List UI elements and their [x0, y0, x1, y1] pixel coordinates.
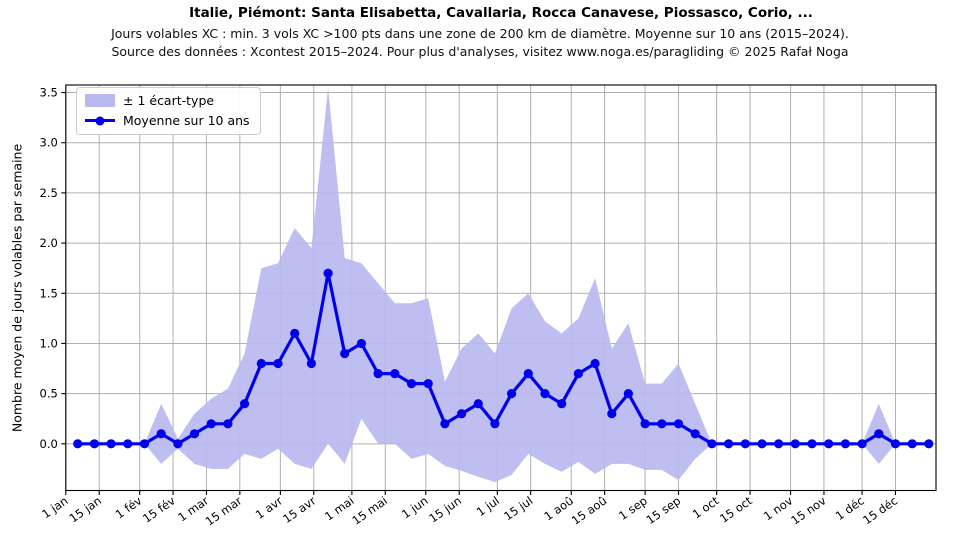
data-point [457, 409, 467, 419]
data-point [507, 389, 517, 399]
chart-subtitle-source: Source des données : Xcontest 2015–2024.… [111, 44, 849, 59]
y-tick-labels: 0.0 0.5 1.0 1.5 2.0 2.5 3.0 3.5 [40, 86, 58, 451]
data-point [924, 439, 934, 449]
x-tick-label: 1 jan [39, 493, 70, 521]
data-point [824, 439, 834, 449]
x-tick-label: 15 fév [140, 493, 178, 525]
legend-item-mean: Moyenne sur 10 ans [85, 113, 250, 128]
data-point [290, 328, 300, 338]
data-point [607, 409, 617, 419]
x-tick-label: 15 jan [67, 493, 104, 525]
x-tick-label: 15 avr [280, 493, 318, 526]
data-point [323, 268, 333, 278]
data-point [657, 419, 667, 429]
x-tick-label: 1 oct [690, 493, 722, 521]
x-tick-label: 15 aoû [569, 493, 610, 527]
data-point [73, 439, 83, 449]
data-point [857, 439, 867, 449]
x-tick-label: 15 nov [788, 493, 828, 527]
data-point [273, 358, 283, 369]
std-band [77, 87, 929, 482]
x-tick-label: 1 jul [474, 493, 502, 519]
x-tick-label: 15 sep [644, 493, 684, 527]
x-tick-label: 1 fév [113, 493, 145, 521]
data-point [106, 439, 116, 449]
data-point [807, 439, 817, 449]
x-tick-label: 1 jun [399, 493, 431, 521]
y-tick-label: 1.5 [40, 286, 58, 300]
data-point [306, 358, 316, 369]
data-point [173, 439, 183, 449]
data-point [473, 399, 483, 409]
x-tick-label: 15 oct [717, 493, 755, 525]
data-point [673, 419, 684, 429]
y-tick-label: 1.0 [40, 337, 58, 351]
mean-marker-icon [95, 116, 105, 125]
y-ticks [61, 91, 66, 445]
data-point [523, 369, 533, 379]
data-point [340, 348, 350, 359]
data-point [690, 429, 700, 439]
data-point [406, 379, 417, 389]
data-point [557, 399, 567, 409]
legend-label-mean: Moyenne sur 10 ans [123, 113, 250, 128]
data-point [89, 439, 99, 449]
axes-spines [65, 84, 937, 492]
x-ticks [65, 490, 897, 495]
data-point [256, 358, 266, 369]
x-tick-label: 15 jul [501, 493, 535, 523]
data-point [440, 419, 450, 429]
chart-title: Italie, Piémont: Santa Elisabetta, Caval… [189, 5, 813, 21]
chart-subtitle-definition: Jours volables XC : min. 3 vols XC >100 … [111, 26, 849, 41]
data-point [373, 369, 383, 379]
data-point [390, 369, 400, 379]
data-point [189, 429, 200, 439]
y-tick-label: 3.0 [40, 136, 58, 150]
legend: ± 1 écart-type Moyenne sur 10 ans [76, 87, 261, 135]
data-point [907, 439, 917, 449]
x-tick-label: 15 mar [203, 493, 245, 528]
data-point [240, 399, 250, 409]
y-tick-label: 2.5 [40, 186, 58, 200]
y-tick-label: 0.0 [40, 437, 58, 451]
data-point [840, 439, 851, 449]
x-tick-label: 15 jun [426, 493, 464, 525]
data-point [223, 419, 233, 429]
y-tick-label: 3.5 [40, 86, 58, 100]
x-tick-label: 1 avr [253, 493, 285, 522]
data-point [490, 419, 500, 429]
data-point [890, 439, 901, 449]
y-tick-label: 2.0 [40, 236, 58, 250]
mean-data-points [73, 268, 934, 449]
data-point [740, 439, 750, 449]
x-tick-label: 15 mai [349, 493, 390, 527]
data-point [423, 379, 433, 389]
data-point [623, 389, 634, 399]
data-point [206, 419, 216, 429]
data-point [573, 369, 584, 379]
legend-item-std-band: ± 1 écart-type [85, 93, 250, 108]
legend-label-std-band: ± 1 écart-type [123, 93, 215, 108]
data-point [707, 439, 717, 449]
data-point [123, 439, 133, 449]
data-point [540, 389, 550, 399]
data-point [640, 419, 650, 429]
data-point [356, 338, 366, 349]
data-point [774, 439, 784, 449]
data-point [139, 439, 150, 449]
mean-line-swatch [85, 114, 115, 127]
x-tick-label: 15 déc [860, 493, 900, 527]
data-point [757, 439, 767, 449]
y-tick-label: 0.5 [40, 387, 58, 401]
data-point [790, 439, 800, 449]
data-point [724, 439, 734, 449]
data-point [874, 429, 884, 439]
data-point [590, 358, 600, 369]
mean-line [76, 271, 931, 446]
data-point [156, 429, 166, 439]
std-band-swatch [85, 94, 115, 107]
